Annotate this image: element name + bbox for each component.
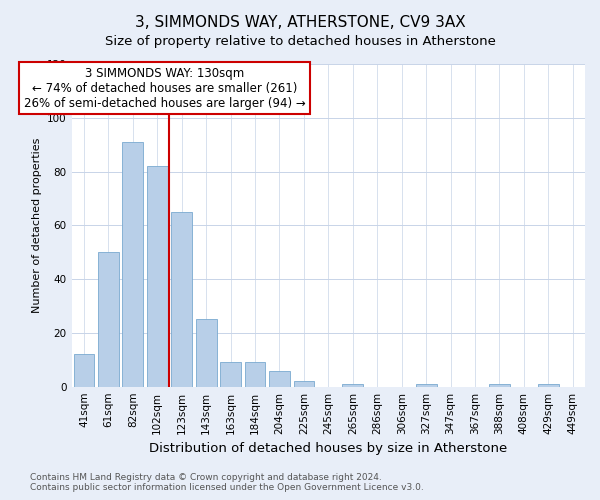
Bar bbox=[196, 320, 217, 386]
Bar bbox=[416, 384, 437, 386]
Bar bbox=[245, 362, 265, 386]
Text: Size of property relative to detached houses in Atherstone: Size of property relative to detached ho… bbox=[104, 35, 496, 48]
Y-axis label: Number of detached properties: Number of detached properties bbox=[32, 138, 41, 313]
Bar bbox=[172, 212, 192, 386]
X-axis label: Distribution of detached houses by size in Atherstone: Distribution of detached houses by size … bbox=[149, 442, 508, 455]
Bar bbox=[269, 370, 290, 386]
Bar bbox=[220, 362, 241, 386]
Bar bbox=[74, 354, 94, 386]
Bar bbox=[538, 384, 559, 386]
Bar bbox=[293, 382, 314, 386]
Bar bbox=[98, 252, 119, 386]
Bar bbox=[489, 384, 510, 386]
Text: 3, SIMMONDS WAY, ATHERSTONE, CV9 3AX: 3, SIMMONDS WAY, ATHERSTONE, CV9 3AX bbox=[134, 15, 466, 30]
Text: 3 SIMMONDS WAY: 130sqm
← 74% of detached houses are smaller (261)
26% of semi-de: 3 SIMMONDS WAY: 130sqm ← 74% of detached… bbox=[24, 66, 305, 110]
Bar bbox=[147, 166, 167, 386]
Bar bbox=[343, 384, 363, 386]
Text: Contains HM Land Registry data © Crown copyright and database right 2024.
Contai: Contains HM Land Registry data © Crown c… bbox=[30, 473, 424, 492]
Bar bbox=[122, 142, 143, 386]
